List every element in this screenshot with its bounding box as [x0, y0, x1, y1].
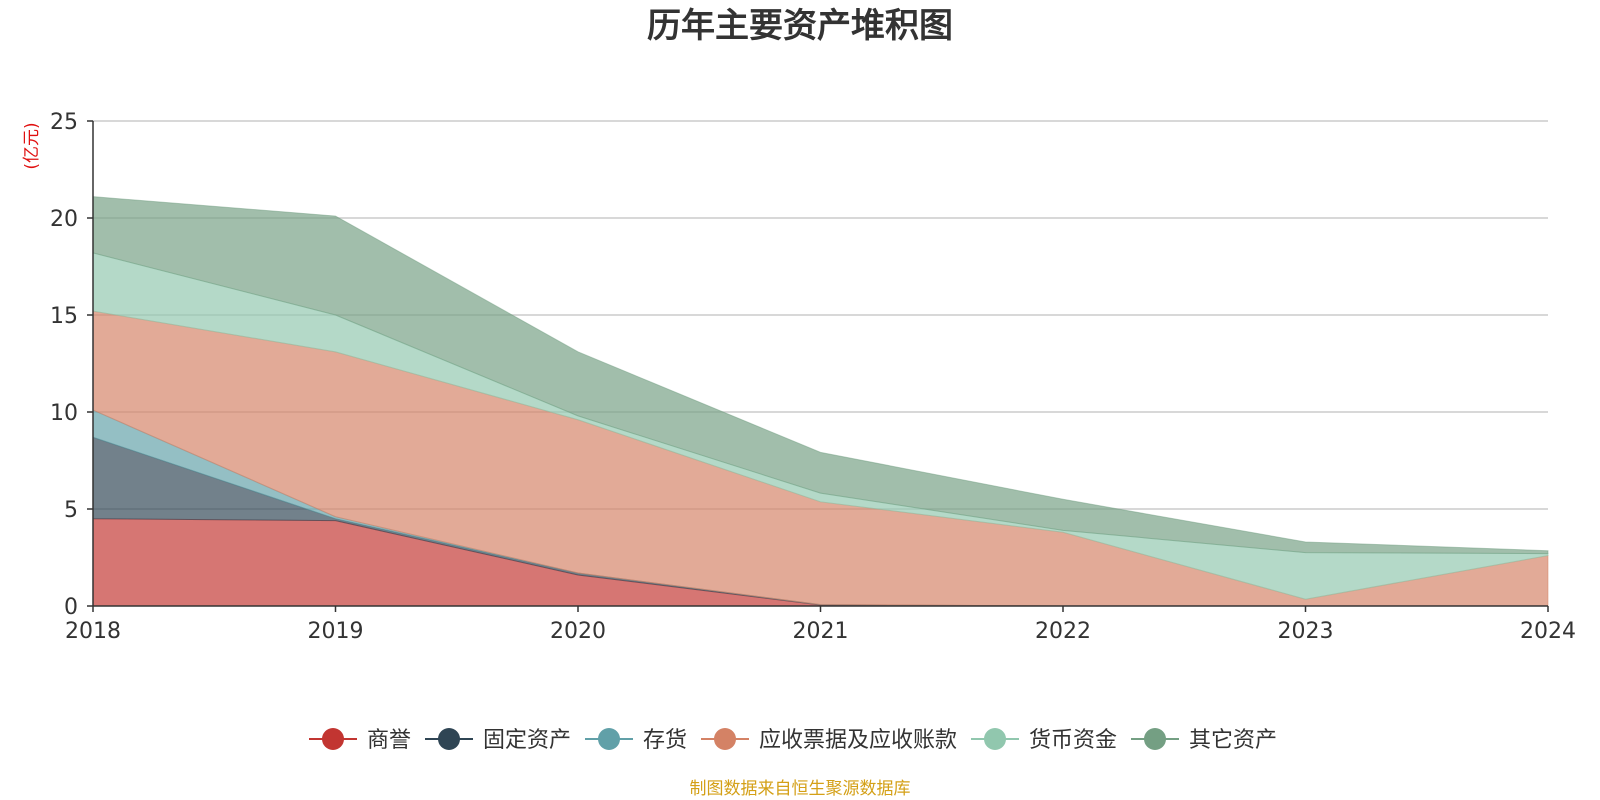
y-tick-label: 20: [50, 207, 78, 232]
legend-marker: [438, 728, 460, 750]
chart-title: 历年主要资产堆积图: [647, 6, 953, 46]
y-tick-label: 25: [50, 110, 78, 135]
legend-marker: [322, 728, 344, 750]
legend-item: 其它资产: [1131, 728, 1277, 753]
x-tick-label: 2018: [65, 619, 121, 644]
legend-label: 商誉: [367, 728, 411, 753]
legend-label: 货币资金: [1029, 728, 1117, 753]
axes: 0 5 10 15 20 25 2018 2019 2020 2021 2022 2023 2024: [50, 110, 1576, 644]
x-tick-label: 2022: [1035, 619, 1091, 644]
area-series-layer: [92, 196, 1549, 607]
legend-item: 固定资产: [425, 728, 571, 753]
legend-label: 其它资产: [1189, 728, 1277, 753]
legend-label: 存货: [643, 728, 687, 753]
y-tick-label: 15: [50, 304, 78, 329]
y-tick-label: 10: [50, 401, 78, 426]
legend-label: 固定资产: [483, 728, 571, 753]
x-tick-label: 2020: [550, 619, 606, 644]
legend-marker: [1144, 728, 1166, 750]
legend-item: 商誉: [309, 728, 411, 753]
legend-marker: [598, 728, 620, 750]
y-tick-label: 5: [64, 498, 78, 523]
legend-item: 存货: [585, 728, 687, 753]
legend-marker: [714, 728, 736, 750]
legend-label: 应收票据及应收账款: [759, 728, 957, 753]
x-tick-label: 2021: [793, 619, 849, 644]
legend-item: 应收票据及应收账款: [701, 728, 957, 753]
area-series: [92, 196, 1549, 555]
source-note: 制图数据来自恒生聚源数据库: [690, 779, 911, 799]
x-tick-label: 2023: [1278, 619, 1334, 644]
x-tick-label: 2024: [1520, 619, 1576, 644]
legend-marker: [984, 728, 1006, 750]
y-tick-label: 0: [64, 595, 78, 620]
y-axis-unit: (亿元): [22, 122, 42, 169]
x-tick-label: 2019: [308, 619, 364, 644]
legend: 商誉 固定资产 存货 应收票据及应收账款 货币资金 其它资产: [309, 728, 1277, 753]
legend-item: 货币资金: [971, 728, 1117, 753]
